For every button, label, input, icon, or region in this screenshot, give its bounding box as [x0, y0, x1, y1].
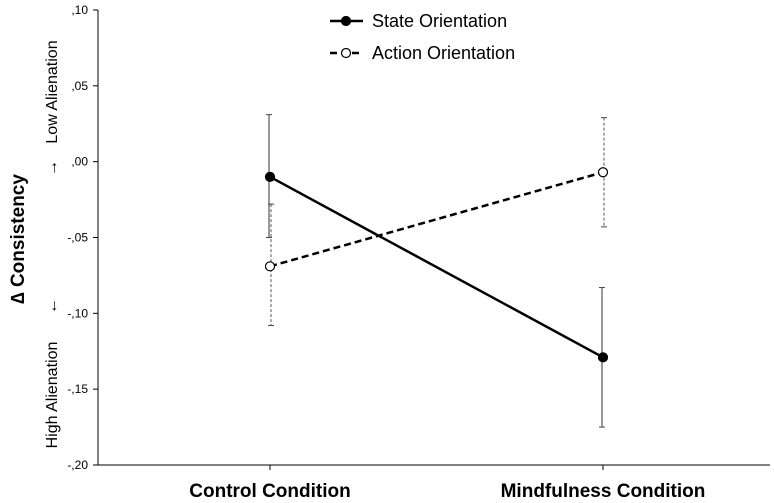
- y-tick-label: -,15: [67, 382, 88, 396]
- y-ticks: ,10 ,05 ,00 -,05 -,10 -,15 -,20: [67, 3, 98, 472]
- series-line: [269, 171, 604, 268]
- y-tick-label: -,10: [67, 306, 88, 320]
- y-tick-label: ,05: [71, 79, 88, 93]
- data-point: [597, 352, 609, 363]
- x-ticks: Control Condition Mindfulness Condition: [189, 465, 705, 502]
- axes: [97, 10, 770, 466]
- series-layer: [264, 114, 609, 428]
- y-axis-title: ∆ Consistency Low Alienation → ← High Al…: [8, 40, 61, 448]
- data-point: [597, 167, 609, 178]
- x-category-label: Mindfulness Condition: [501, 481, 706, 502]
- data-point: [264, 261, 276, 272]
- series-state-orientation: [264, 114, 609, 428]
- legend-label: State Orientation: [372, 11, 507, 31]
- y-tick-label: ,00: [71, 155, 88, 169]
- series-line: [269, 175, 604, 359]
- x-category-label: Control Condition: [189, 481, 350, 502]
- y-axis-label-bottom: High Alienation: [44, 342, 61, 449]
- data-point: [264, 171, 276, 182]
- legend-item: State Orientation: [330, 11, 507, 31]
- y-tick-label: -,05: [67, 231, 88, 245]
- y-tick-label: ,10: [71, 3, 88, 17]
- arrow-down-icon: ←: [44, 298, 61, 314]
- series-action-orientation: [264, 117, 609, 326]
- y-axis-label: ∆ Consistency: [8, 174, 29, 304]
- y-axis-label-top: Low Alienation: [44, 40, 61, 143]
- legend-label: Action Orientation: [372, 43, 515, 63]
- legend-marker: [340, 47, 352, 59]
- legend-marker: [340, 15, 352, 27]
- arrow-up-icon: →: [44, 160, 61, 176]
- legend: State Orientation Action Orientation: [330, 11, 515, 63]
- y-tick-label: -,20: [67, 458, 88, 472]
- legend-item: Action Orientation: [330, 43, 515, 63]
